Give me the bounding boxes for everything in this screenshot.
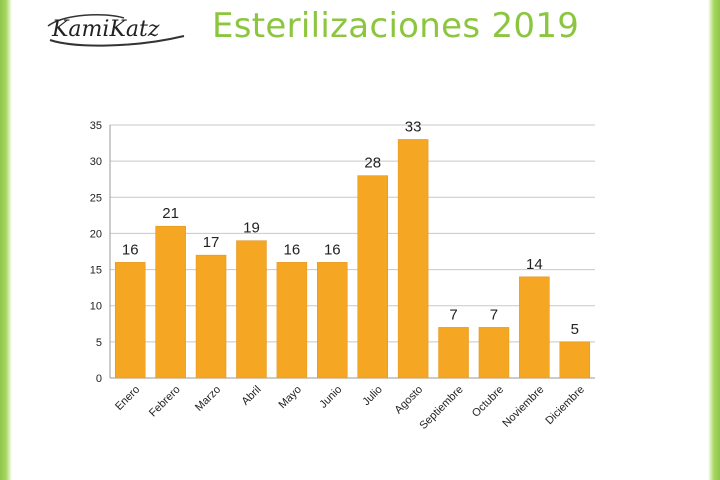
data-label-marzo: 17 xyxy=(203,234,220,251)
data-label-octubre: 7 xyxy=(490,306,498,323)
x-tick-label-junio: Junio xyxy=(317,384,344,411)
x-tick-label-diciembre: Diciembre xyxy=(543,384,586,427)
x-tick-label-septiembre: Septiembre xyxy=(417,384,465,432)
data-label-diciembre: 5 xyxy=(571,321,579,338)
x-tick-label-enero: Enero xyxy=(113,384,142,413)
data-label-abril: 19 xyxy=(243,220,260,237)
bar-enero xyxy=(114,262,146,379)
x-tick-label-agosto: Agosto xyxy=(393,384,426,417)
bar-mayo xyxy=(276,262,308,379)
x-tick-label-mayo: Mayo xyxy=(276,384,304,412)
y-tick-label: 30 xyxy=(90,156,102,168)
bar-abril xyxy=(236,240,267,379)
data-label-noviembre: 14 xyxy=(526,256,543,273)
kamikatz-logo: KamiKatz xyxy=(47,13,185,47)
y-tick-label: 10 xyxy=(90,301,102,313)
y-tick-label: 5 xyxy=(96,337,102,349)
bar-junio xyxy=(317,262,348,379)
bar-diciembre xyxy=(559,341,591,379)
bar-julio xyxy=(357,175,388,379)
data-label-agosto: 33 xyxy=(405,118,422,135)
bar-agosto xyxy=(397,139,429,379)
page-title: Esterilizaciones 2019 xyxy=(212,6,580,46)
y-tick-label: 0 xyxy=(96,373,102,385)
x-tick-label-marzo: Marzo xyxy=(193,384,223,414)
x-tick-label-febrero: Febrero xyxy=(147,384,183,420)
data-label-enero: 16 xyxy=(122,241,139,258)
data-label-mayo: 16 xyxy=(284,241,301,258)
x-tick-label-octubre: Octubre xyxy=(470,384,506,420)
data-label-septiembre: 7 xyxy=(449,306,457,323)
x-tick-label-noviembre: Noviembre xyxy=(500,384,546,430)
y-tick-label: 15 xyxy=(90,265,102,277)
y-tick-label: 35 xyxy=(90,120,102,132)
x-tick-label-julio: Julio xyxy=(360,384,384,408)
data-label-junio: 16 xyxy=(324,241,341,258)
data-label-febrero: 21 xyxy=(162,205,179,222)
bar-noviembre xyxy=(519,276,550,379)
bar-marzo xyxy=(195,254,227,379)
logo-text: KamiKatz xyxy=(51,17,160,42)
x-tick-label-abril: Abril xyxy=(240,384,264,408)
data-label-julio: 28 xyxy=(364,155,381,172)
y-tick-label: 20 xyxy=(90,228,102,240)
y-tick-label: 25 xyxy=(90,192,102,204)
bar-febrero xyxy=(155,225,186,379)
bar-octubre xyxy=(478,327,510,379)
bar-septiembre xyxy=(438,327,469,379)
